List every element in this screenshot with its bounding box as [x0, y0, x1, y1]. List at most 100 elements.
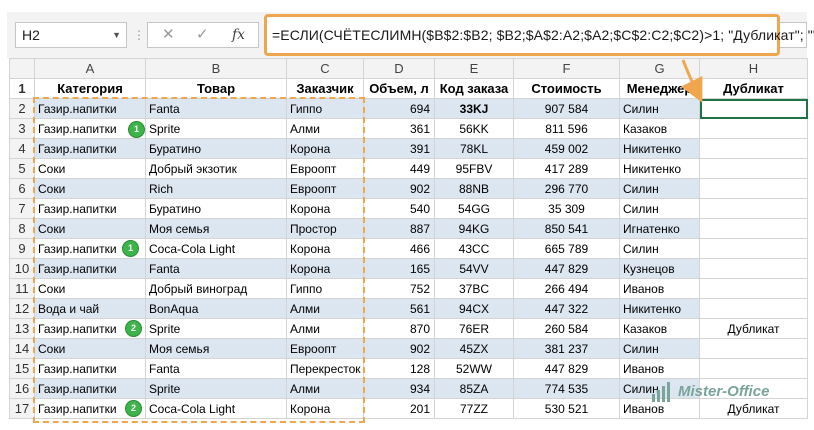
cell[interactable]: Алми [286, 298, 364, 319]
row-header[interactable]: 16 [9, 378, 35, 399]
column-title-cell[interactable]: Менеджер [619, 78, 700, 99]
cell[interactable]: Гиппо [286, 98, 364, 119]
cell[interactable]: 201 [363, 398, 435, 419]
cell[interactable]: Иванов [619, 398, 700, 419]
cell[interactable]: 54VV [434, 258, 514, 279]
cell[interactable] [699, 238, 808, 259]
cell[interactable] [699, 98, 808, 119]
row-header[interactable]: 11 [9, 278, 35, 299]
column-header[interactable]: E [434, 58, 514, 79]
check-icon[interactable]: ✓ [196, 26, 209, 43]
cell[interactable]: 94KG [434, 218, 514, 239]
cell[interactable] [699, 158, 808, 179]
cell[interactable]: 459 002 [513, 138, 620, 159]
cell[interactable]: 887 [363, 218, 435, 239]
column-title-cell[interactable]: Объем, л [363, 78, 435, 99]
cell[interactable]: Буратино [145, 138, 287, 159]
cell[interactable]: 56KK [434, 118, 514, 139]
fx-icon[interactable]: fx [232, 27, 246, 43]
cell[interactable]: Гиппо [286, 278, 364, 299]
cell[interactable]: Корона [286, 398, 364, 419]
cell[interactable]: 296 770 [513, 178, 620, 199]
column-title-cell[interactable]: Дубликат [699, 78, 808, 99]
cell[interactable]: 37BC [434, 278, 514, 299]
cell[interactable]: Coca-Cola Light [145, 398, 287, 419]
cell[interactable]: 902 [363, 338, 435, 359]
cell[interactable] [699, 378, 808, 399]
cell[interactable]: 381 237 [513, 338, 620, 359]
row-header[interactable]: 15 [9, 358, 35, 379]
cell[interactable]: 449 [363, 158, 435, 179]
cell[interactable]: Силин [619, 98, 700, 119]
row-header[interactable]: 7 [9, 198, 35, 219]
cell[interactable]: 361 [363, 118, 435, 139]
cell[interactable]: Газир.напитки [34, 378, 146, 399]
cell[interactable]: 530 521 [513, 398, 620, 419]
cell[interactable]: Казаков [619, 318, 700, 339]
cell[interactable] [699, 198, 808, 219]
cell[interactable]: Евроопт [286, 338, 364, 359]
cell[interactable]: Газир.напитки [34, 238, 146, 259]
row-header[interactable]: 4 [9, 138, 35, 159]
name-box[interactable]: H2 ▼ [15, 22, 127, 48]
cell[interactable]: Никитенко [619, 158, 700, 179]
cell[interactable]: Корона [286, 258, 364, 279]
cell[interactable]: Кузнецов [619, 258, 700, 279]
cell[interactable]: Корона [286, 138, 364, 159]
chevron-down-icon[interactable]: ▼ [112, 30, 121, 40]
cell[interactable]: Казаков [619, 118, 700, 139]
cell[interactable]: 466 [363, 238, 435, 259]
row-header[interactable]: 14 [9, 338, 35, 359]
cell[interactable]: 417 289 [513, 158, 620, 179]
cell[interactable] [699, 138, 808, 159]
select-all-corner[interactable] [9, 58, 35, 79]
column-header[interactable]: B [145, 58, 287, 79]
cell[interactable]: Газир.напитки [34, 138, 146, 159]
cell[interactable]: Никитенко [619, 138, 700, 159]
cell[interactable]: 260 584 [513, 318, 620, 339]
cell[interactable]: 54GG [434, 198, 514, 219]
cell[interactable]: 665 789 [513, 238, 620, 259]
column-header[interactable]: D [363, 58, 435, 79]
cell[interactable]: 77ZZ [434, 398, 514, 419]
cell[interactable]: Соки [34, 178, 146, 199]
cell[interactable]: Добрый виноград [145, 278, 287, 299]
column-title-cell[interactable]: Заказчик [286, 78, 364, 99]
cell[interactable]: 165 [363, 258, 435, 279]
cell[interactable]: BonAqua [145, 298, 287, 319]
column-header[interactable]: H [699, 58, 808, 79]
cell[interactable]: Силин [619, 238, 700, 259]
cell[interactable]: Моя семья [145, 338, 287, 359]
cell[interactable]: 94CX [434, 298, 514, 319]
close-icon[interactable]: ✕ [162, 26, 175, 43]
cell[interactable]: Силин [619, 178, 700, 199]
cell[interactable]: 870 [363, 318, 435, 339]
cell[interactable]: 447 829 [513, 358, 620, 379]
cell[interactable]: Fanta [145, 98, 287, 119]
cell[interactable]: 540 [363, 198, 435, 219]
cell[interactable]: Соки [34, 278, 146, 299]
cell[interactable]: Корона [286, 198, 364, 219]
cell[interactable]: Дубликат [699, 398, 808, 419]
cell[interactable]: Силин [619, 198, 700, 219]
cell[interactable]: Моя семья [145, 218, 287, 239]
cell[interactable]: 43CC [434, 238, 514, 259]
row-header[interactable]: 2 [9, 98, 35, 119]
cell[interactable]: 694 [363, 98, 435, 119]
cell[interactable]: Евроопт [286, 178, 364, 199]
cell[interactable]: Буратино [145, 198, 287, 219]
column-title-cell[interactable]: Стоимость [513, 78, 620, 99]
cell[interactable]: Иванов [619, 278, 700, 299]
cell[interactable]: 35 309 [513, 198, 620, 219]
cell[interactable]: 907 584 [513, 98, 620, 119]
cell[interactable]: Rich [145, 178, 287, 199]
cell[interactable]: 266 494 [513, 278, 620, 299]
cell[interactable] [699, 338, 808, 359]
cell[interactable] [699, 118, 808, 139]
column-header[interactable]: G [619, 58, 700, 79]
cell[interactable]: 850 541 [513, 218, 620, 239]
cell[interactable]: Соки [34, 158, 146, 179]
cell[interactable]: Простор [286, 218, 364, 239]
row-header[interactable]: 12 [9, 298, 35, 319]
row-header[interactable]: 9 [9, 238, 35, 259]
